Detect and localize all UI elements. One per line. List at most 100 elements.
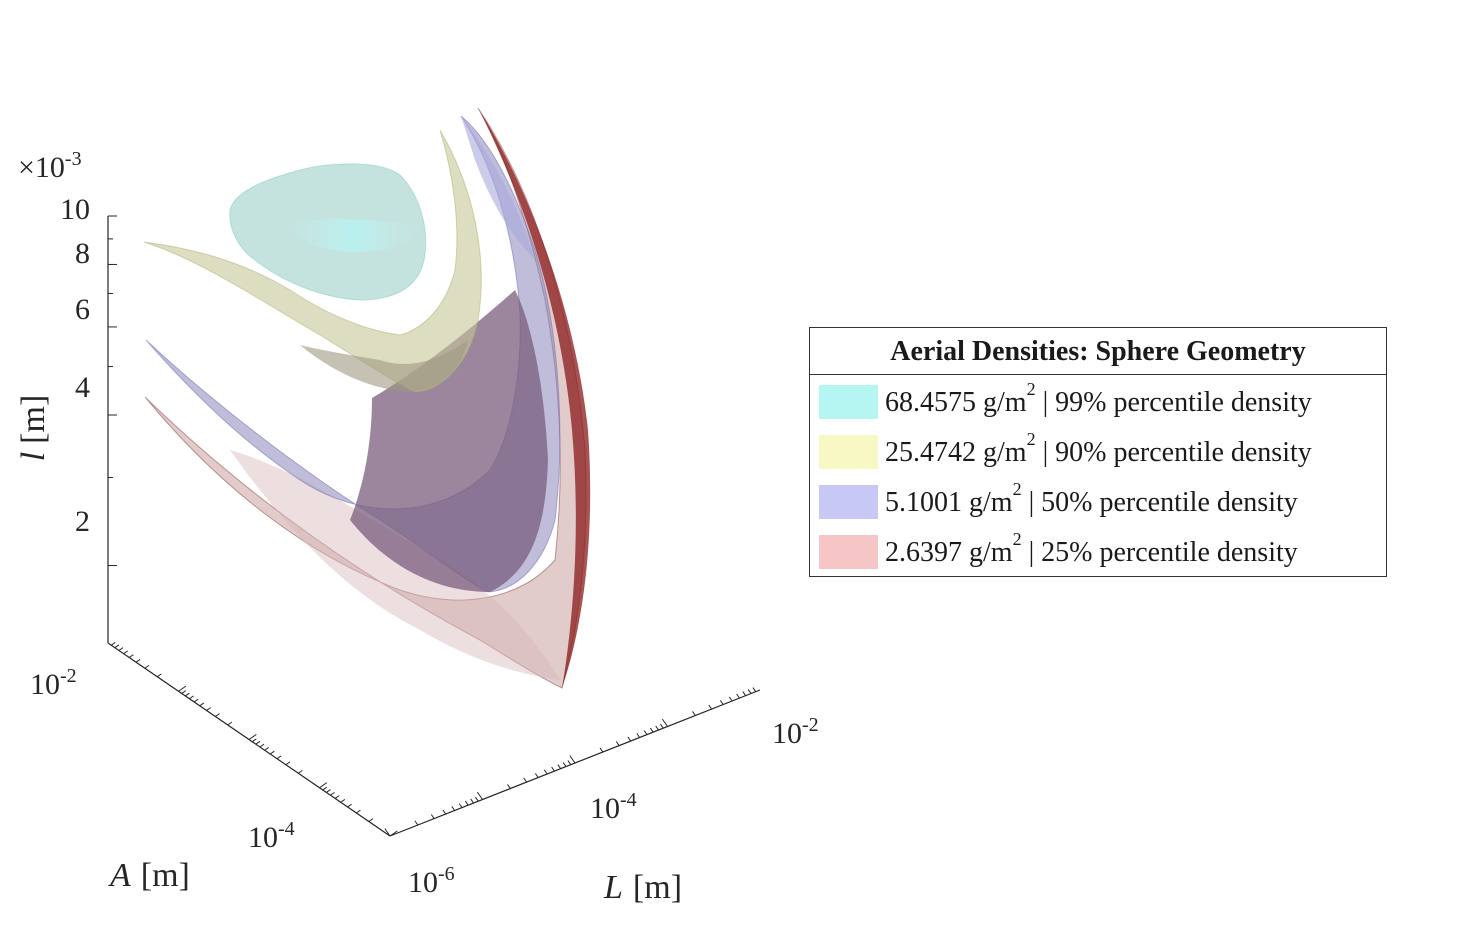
x-axis-tick bbox=[692, 711, 696, 716]
x-axis-tick bbox=[719, 700, 724, 705]
x-axis-tick bbox=[384, 828, 391, 837]
legend-swatch bbox=[819, 535, 878, 569]
y-axis-tick bbox=[118, 647, 124, 651]
y-axis-tick bbox=[259, 743, 265, 748]
x-tick-label: 10-2 bbox=[772, 714, 819, 750]
x-axis-tick bbox=[708, 704, 713, 710]
y-axis-tick bbox=[297, 769, 303, 774]
y-axis-tick bbox=[276, 755, 282, 760]
legend-swatch bbox=[819, 385, 878, 419]
legend-entry: 5.1001 g/m2 | 50% percentile density bbox=[810, 475, 1386, 525]
y-tick-label: 10-4 bbox=[248, 818, 295, 854]
legend-entry: 68.4575 g/m2 | 99% percentile density bbox=[810, 375, 1386, 425]
x-axis-tick bbox=[551, 766, 555, 772]
x-axis-tick bbox=[543, 769, 548, 775]
legend-entry: 25.4742 g/m2 | 90% percentile density bbox=[810, 425, 1386, 475]
x-axis-tick bbox=[476, 791, 483, 800]
y-axis-tick bbox=[135, 658, 141, 663]
legend-swatch bbox=[819, 435, 878, 469]
y-axis-tick bbox=[356, 809, 361, 814]
y-axis-tick bbox=[199, 702, 205, 707]
x-axis-tick bbox=[660, 723, 664, 729]
x-axis-tick bbox=[736, 693, 740, 699]
y-axis-tick bbox=[255, 740, 261, 745]
x-axis-label: L [m] bbox=[603, 869, 682, 906]
y-axis-tick bbox=[178, 685, 187, 692]
y-tick-label: 10-2 bbox=[30, 665, 77, 701]
legend-label: 25.4742 g/m2 | 90% percentile density bbox=[885, 429, 1312, 468]
y-axis-tick bbox=[206, 707, 211, 711]
y-axis-tick bbox=[189, 695, 194, 700]
y-axis-tick bbox=[144, 664, 150, 669]
y-axis-tick bbox=[181, 690, 187, 694]
legend-label: 2.6397 g/m2 | 25% percentile density bbox=[885, 529, 1298, 568]
x-axis-tick bbox=[507, 784, 511, 789]
surface-25pct-outer bbox=[144, 107, 587, 689]
y-axis-tick bbox=[330, 791, 335, 796]
y-axis-tick bbox=[264, 746, 270, 751]
z-tick-label: 6 bbox=[75, 293, 90, 326]
x-tick-label: 10-6 bbox=[408, 863, 455, 899]
y-axis-tick bbox=[285, 761, 291, 766]
x-axis-tick bbox=[414, 820, 419, 826]
surface-25pct-edge bbox=[478, 108, 591, 688]
x-axis-tick bbox=[569, 755, 576, 764]
x-axis-tick bbox=[451, 806, 456, 811]
y-axis-tick bbox=[340, 799, 346, 803]
y-axis-tick bbox=[319, 782, 328, 789]
x-axis-tick bbox=[470, 798, 474, 804]
y-axis-tick bbox=[114, 644, 120, 649]
y-axis-tick bbox=[269, 750, 275, 755]
z-tick-label: 2 bbox=[75, 505, 90, 538]
x-axis-tick bbox=[655, 725, 659, 731]
x-axis-tick bbox=[636, 733, 641, 738]
y-axis-tick bbox=[334, 795, 340, 799]
x-axis-tick bbox=[430, 814, 435, 819]
x-axis-tick bbox=[458, 803, 463, 808]
surfaces bbox=[143, 107, 591, 689]
legend-title: Aerial Densities: Sphere Geometry bbox=[810, 328, 1386, 375]
surface-25pct-inner-sheet bbox=[230, 450, 560, 680]
y-axis-tick bbox=[193, 698, 199, 703]
y-axis-tick bbox=[389, 830, 398, 837]
z-tick-label: 4 bbox=[75, 371, 90, 404]
surface-50pct-rim bbox=[461, 116, 535, 260]
x-axis-tick bbox=[627, 736, 632, 742]
axis-ticks bbox=[108, 215, 757, 837]
y-axis-tick bbox=[110, 641, 116, 646]
surface-50pct-core bbox=[350, 290, 548, 592]
surface-90pct-wall bbox=[300, 340, 468, 392]
x-axis-tick bbox=[442, 809, 447, 815]
legend: Aerial Densities: Sphere Geometry 68.457… bbox=[809, 327, 1387, 577]
y-axis-tick bbox=[251, 738, 257, 743]
y-axis-tick bbox=[368, 818, 374, 822]
y-axis-tick bbox=[185, 692, 190, 697]
x-axis-tick bbox=[615, 741, 620, 746]
legend-label: 68.4575 g/m2 | 99% percentile density bbox=[885, 379, 1312, 418]
x-axis-tick bbox=[562, 762, 567, 767]
x-axis-tick bbox=[661, 718, 668, 727]
x-axis-tick bbox=[728, 696, 733, 702]
y-axis-tick bbox=[322, 786, 328, 791]
y-axis-tick bbox=[128, 654, 134, 658]
y-axis-tick bbox=[123, 650, 129, 655]
z-tick-label: 8 bbox=[75, 237, 90, 270]
x-axis-tick bbox=[649, 727, 654, 733]
x-axis-tick bbox=[599, 747, 604, 753]
y-axis-tick bbox=[227, 721, 233, 726]
x-tick-label: 10-4 bbox=[590, 789, 637, 825]
y-axis-tick bbox=[326, 789, 331, 793]
x-axis-tick bbox=[464, 800, 469, 806]
legend-swatch bbox=[819, 485, 878, 519]
z-tick-label: 10 bbox=[60, 193, 90, 226]
legend-label: 5.1001 g/m2 | 50% percentile density bbox=[885, 479, 1298, 518]
x-axis-tick bbox=[742, 691, 747, 696]
z-axis-label: l[m] bbox=[15, 395, 52, 462]
x-axis-tick bbox=[747, 689, 752, 694]
y-axis-tick bbox=[156, 673, 162, 678]
z-tick-labels: 10 8 6 4 2 bbox=[60, 193, 90, 538]
x-axis-tick bbox=[567, 760, 572, 765]
legend-entry: 2.6397 g/m2 | 25% percentile density bbox=[810, 525, 1386, 575]
x-axis-tick bbox=[534, 773, 539, 778]
